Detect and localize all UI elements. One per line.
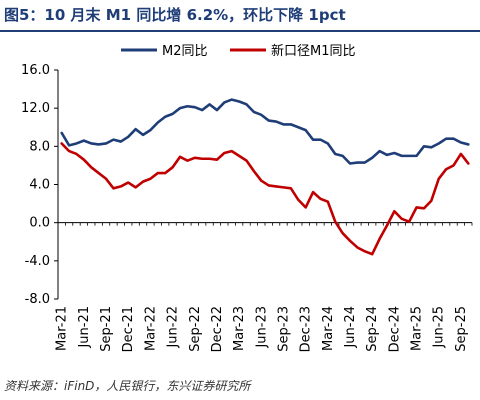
series-line-m2 bbox=[60, 98, 470, 165]
y-tick-label: 16.0 bbox=[21, 63, 50, 78]
x-tick-label: Mar-24 bbox=[321, 306, 336, 351]
x-tick-label: Mar-23 bbox=[232, 306, 247, 351]
y-tick-label: 8.0 bbox=[29, 139, 50, 154]
x-tick-label: Sep-22 bbox=[188, 306, 203, 352]
x-tick-label: Jun-25 bbox=[432, 306, 447, 349]
plot-area bbox=[60, 98, 470, 256]
chart-legend: M2同比 新口径M1同比 bbox=[121, 43, 356, 59]
x-tick-label: Dec-22 bbox=[210, 306, 225, 352]
x-tick-label: Dec-23 bbox=[299, 306, 314, 352]
series-line-m1 bbox=[60, 142, 470, 256]
y-tick-label: 4.0 bbox=[29, 178, 50, 193]
y-axis: 16.0 12.0 8.0 4.0 0.0 -4.0 -8.0 bbox=[21, 63, 59, 307]
source-note: 资料来源：iFinD，人民银行，东兴证券研究所 bbox=[4, 379, 251, 393]
x-tick-label: Sep-21 bbox=[99, 306, 114, 352]
x-tick-label: Sep-25 bbox=[454, 306, 469, 352]
legend-label-m1: 新口径M1同比 bbox=[271, 43, 356, 59]
legend-label-m2: M2同比 bbox=[162, 44, 208, 59]
title-rule bbox=[0, 30, 480, 32]
y-tick-label: -4.0 bbox=[25, 254, 50, 269]
x-tick-label: Jun-22 bbox=[166, 306, 181, 349]
chart-title: 图5：10 月末 M1 同比增 6.2%，环比下降 1pct bbox=[4, 6, 346, 24]
x-tick-label: Sep-23 bbox=[276, 306, 291, 352]
x-tick-label: Jun-24 bbox=[343, 306, 358, 349]
x-tick-label: Sep-24 bbox=[365, 306, 380, 352]
x-tick-label: Dec-21 bbox=[121, 306, 136, 352]
x-tick-label: Mar-21 bbox=[55, 306, 70, 351]
x-tick-label: Jun-23 bbox=[254, 306, 269, 349]
x-tick-label: Dec-24 bbox=[387, 306, 402, 352]
x-tick-label: Jun-21 bbox=[77, 306, 92, 349]
x-tick-label: Mar-22 bbox=[143, 306, 158, 351]
y-tick-label: -8.0 bbox=[25, 292, 50, 307]
y-tick-label: 12.0 bbox=[21, 101, 50, 116]
x-tick-label: Mar-25 bbox=[410, 306, 425, 351]
x-axis: Mar-21 Jun-21 Sep-21 Dec-21 Mar-22 Jun-22 Sep-… bbox=[55, 222, 473, 352]
y-tick-label: 0.0 bbox=[29, 216, 50, 231]
